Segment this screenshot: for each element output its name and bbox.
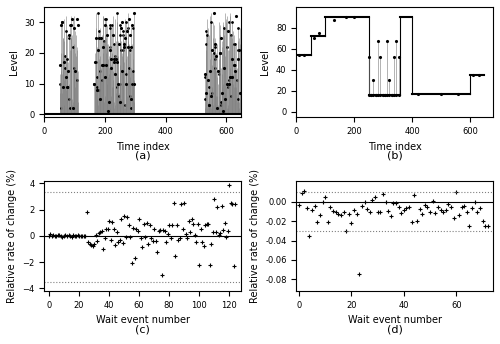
X-axis label: Time index: Time index (368, 141, 422, 151)
Text: (d): (d) (387, 324, 402, 334)
X-axis label: Wait event number: Wait event number (348, 315, 442, 325)
Y-axis label: Level: Level (260, 49, 270, 75)
Text: (a): (a) (135, 150, 150, 160)
X-axis label: Time index: Time index (116, 141, 170, 151)
Y-axis label: Level: Level (8, 49, 18, 75)
X-axis label: Wait event number: Wait event number (96, 315, 190, 325)
Text: (c): (c) (136, 324, 150, 334)
Y-axis label: Relative rate of change (%): Relative rate of change (%) (250, 169, 260, 303)
Y-axis label: Relative rate of change (%): Relative rate of change (%) (7, 169, 17, 303)
Text: (b): (b) (387, 150, 402, 160)
